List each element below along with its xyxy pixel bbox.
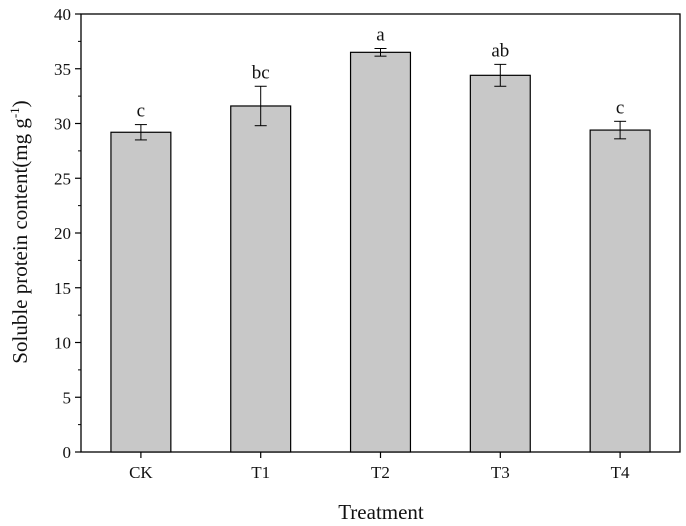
significance-label-t2: a	[376, 24, 385, 45]
bar-ck	[110, 131, 172, 453]
y-tick-label: 25	[54, 169, 71, 188]
bar-t1	[230, 105, 292, 453]
y-tick-label: 15	[54, 279, 71, 298]
significance-label-ck: c	[137, 101, 145, 122]
bar-t4	[589, 129, 651, 453]
error-bars-group	[134, 47, 627, 141]
y-tick-label: 30	[54, 115, 71, 134]
y-axis-title-end: )	[8, 100, 32, 107]
x-tick-label: T4	[611, 463, 630, 482]
y-axis-title: Soluble protein content(mg g-1)	[7, 100, 32, 363]
bar-t3	[469, 74, 531, 453]
bar-t2	[349, 51, 412, 453]
y-tick-label: 40	[54, 5, 71, 24]
y-tick-label: 20	[54, 224, 71, 243]
significance-labels-group: c bc a ab c	[137, 24, 625, 121]
y-tick-label: 35	[54, 60, 71, 79]
y-tick-label: 10	[54, 334, 71, 353]
y-tick-label: 5	[63, 388, 72, 407]
x-tick-label: CK	[129, 463, 153, 482]
y-axis: 0 5 10 15 20 25 30 35 40	[54, 5, 81, 462]
significance-label-t3: ab	[491, 40, 509, 61]
significance-label-t1: bc	[252, 62, 270, 83]
x-axis: CK T1 T2 T3 T4	[129, 452, 630, 482]
y-axis-title-main: Soluble protein content(mg g	[8, 118, 32, 364]
x-axis-title: Treatment	[338, 500, 424, 524]
x-tick-label: T2	[371, 463, 390, 482]
y-axis-title-superscript: -1	[7, 107, 22, 118]
significance-label-t4: c	[616, 97, 624, 118]
bars-group	[110, 51, 651, 453]
x-tick-label: T1	[251, 463, 270, 482]
y-tick-label: 0	[63, 443, 72, 462]
x-tick-label: T3	[491, 463, 510, 482]
